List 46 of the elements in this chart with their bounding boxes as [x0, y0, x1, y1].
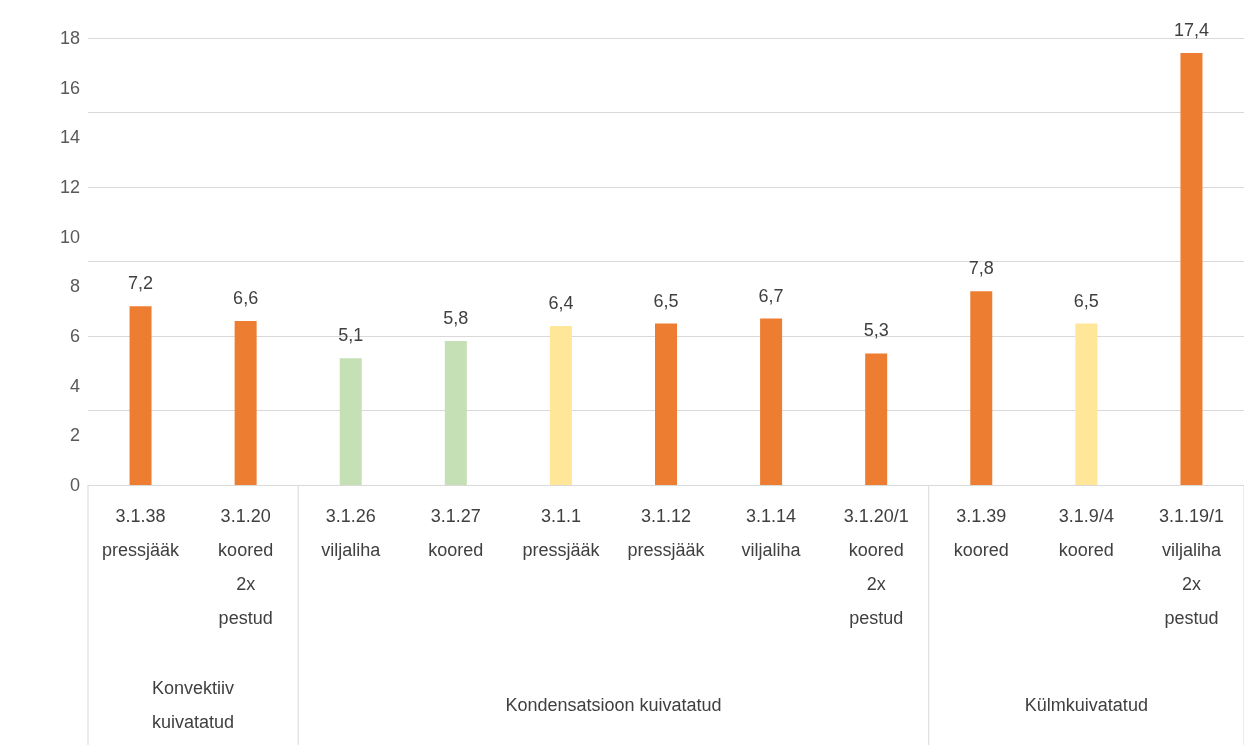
text: Külmkuivatatud [1024, 695, 1148, 715]
x-tick-label: 3.1.1 pressjääk [522, 506, 601, 560]
bar [234, 321, 257, 485]
bar [339, 358, 362, 485]
y-tick-label: 2 [69, 425, 80, 446]
data-label: 5,3 [863, 320, 889, 341]
x-tick-label: 3.1.26 viljaliha [321, 506, 382, 560]
bar [1075, 323, 1098, 485]
x-tick-label: 3.1.14 viljaliha [741, 506, 802, 560]
text: Kondensatsioon kuivatatud [505, 695, 722, 715]
data-label: 5,8 [443, 307, 469, 328]
bar [549, 326, 572, 485]
y-tick-label: 8 [69, 276, 80, 297]
x-tick-label: 3.1.39 koored [953, 506, 1009, 560]
bar [1180, 52, 1203, 485]
bar [760, 318, 783, 485]
x-tick-label: 3.1.27 koored [428, 506, 484, 560]
bar [444, 340, 467, 485]
y-tick-label: 0 [69, 475, 80, 495]
y-tick-label: 16 [59, 77, 80, 98]
y-tick-label: 18 [59, 28, 80, 48]
data-label: 17,4 [1173, 19, 1209, 40]
data-label: 5,1 [338, 325, 364, 346]
data-label: 6,5 [1073, 290, 1099, 311]
bar [865, 353, 888, 485]
x-tick-label: 3.1.20/1 koored 2x pestud [843, 506, 909, 628]
bar [970, 291, 993, 485]
data-label: 7,2 [128, 273, 154, 294]
data-label: 6,4 [548, 293, 574, 314]
x-tick-label: 3.1.9/4 koored [1058, 506, 1114, 560]
y-tick-label: 12 [59, 177, 80, 197]
data-label: 6,6 [233, 288, 259, 309]
y-tick-label: 14 [59, 127, 80, 148]
x-tick-label: 3.1.12 pressjääk [627, 506, 706, 560]
bar [655, 323, 677, 485]
data-label: 7,8 [968, 258, 994, 279]
x-tick-label: 3.1.19/1 viljaliha 2x pestud [1158, 506, 1224, 628]
y-tick-label: 10 [59, 226, 80, 247]
x-tick-label: 3.1.20 koored 2x pestud [218, 506, 274, 628]
bar [129, 306, 152, 485]
data-label: 6,5 [653, 290, 679, 311]
text: Konvektiiv kuivatatud [152, 678, 235, 732]
x-tick-label: 3.1.38 pressjääk [102, 506, 181, 560]
y-tick-label: 6 [69, 326, 80, 346]
y-tick-label: 4 [69, 375, 80, 396]
data-label: 6,7 [758, 285, 784, 306]
